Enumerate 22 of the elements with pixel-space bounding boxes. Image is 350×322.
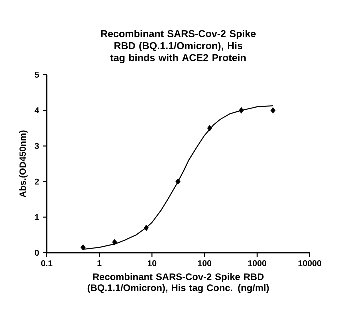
point [176, 178, 181, 185]
x-axis-title: Recombinant SARS-Cov-2 Spike RBD (BQ.1.1/Omicron), His tag Conc. (ng/ml) [88, 273, 270, 294]
point [239, 107, 244, 114]
x-tick-label: 10000 [298, 260, 322, 267]
x-tick-label: 0.1 [41, 260, 53, 267]
y-axis-title: Abs.(OD450nm) [19, 130, 28, 198]
x-tick-label: 1000 [248, 260, 266, 267]
x-tick-label: 100 [198, 260, 212, 267]
y-tick-label: 5 [35, 72, 40, 78]
chart-title: Recombinant SARS-Cov-2 Spike RBD (BQ.1.1/Omicron), His tag binds with ACE2 Protein [101, 30, 256, 64]
y-tick-label: 4 [34, 108, 40, 114]
point [270, 107, 276, 114]
x-tick-label: 1 [98, 260, 102, 266]
point [80, 244, 86, 251]
y-tick-label: 0 [35, 250, 40, 256]
point [207, 125, 212, 132]
point [144, 224, 149, 232]
point [112, 239, 118, 246]
y-tick-label: 1 [35, 214, 40, 220]
y-tick-label: 2 [35, 178, 40, 185]
y-tick-label: 3 [34, 143, 40, 150]
x-tick-label: 10 [148, 260, 157, 267]
